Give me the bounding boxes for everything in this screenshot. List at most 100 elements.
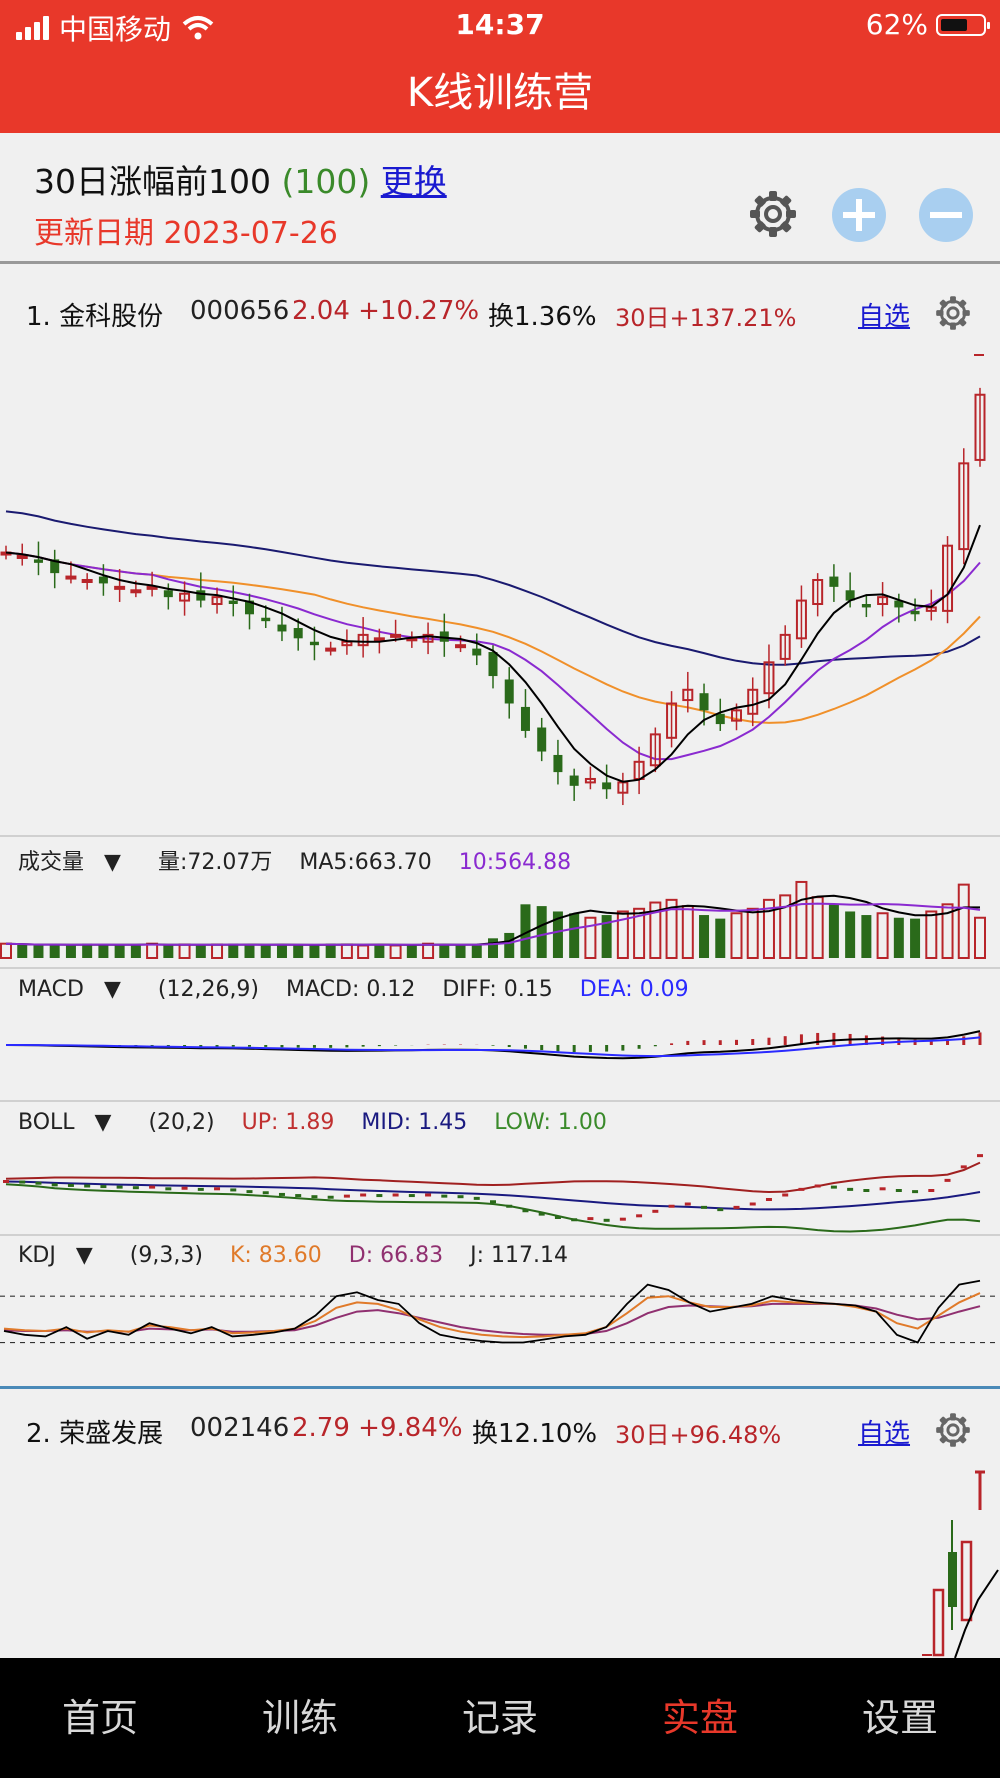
dea-value: DEA: 0.09 (579, 977, 689, 1002)
volume-bar (65, 945, 76, 958)
candle-body (228, 600, 238, 605)
candle-body (309, 641, 319, 646)
battery-label: 62% (865, 8, 928, 41)
status-left: 中国移动 (16, 8, 215, 48)
candle-body (373, 637, 385, 642)
macd-value: MACD: 0.12 (286, 977, 416, 1002)
zoom-out-button[interactable] (919, 188, 973, 242)
volume-bar (520, 904, 531, 958)
candle-body (812, 578, 824, 606)
pane-divider (0, 835, 1000, 837)
volume-bar (601, 915, 612, 958)
candle-body (894, 600, 904, 608)
volume-bar (163, 945, 174, 958)
volume-bar (146, 942, 159, 960)
volume-bar (681, 905, 694, 959)
candle-body (795, 599, 807, 640)
boll-mid: MID: 1.45 (361, 1110, 468, 1135)
candle-body (455, 644, 467, 649)
boll-pane-label[interactable]: BOLL ▼ (20,2) UP: 1.89 MID: 1.45 LOW: 1.0… (18, 1110, 627, 1135)
settings-gear-icon[interactable] (747, 188, 799, 240)
candle-body (861, 604, 871, 608)
volume-bar (228, 943, 239, 958)
stock-settings-icon[interactable] (934, 294, 972, 332)
volume-bar (504, 932, 515, 958)
volume-bar (795, 880, 808, 960)
candle-body (649, 733, 661, 767)
candle-body (715, 713, 725, 725)
volume-bar (422, 942, 435, 960)
status-time: 14:37 (455, 8, 545, 41)
candle-body (179, 592, 191, 602)
macd-chart (5, 1030, 982, 1060)
candle-body (829, 576, 839, 587)
candle-body (682, 688, 694, 702)
volume-bar (584, 916, 597, 959)
boll-up: UP: 1.89 (241, 1110, 335, 1135)
volume-bar (941, 903, 954, 959)
chevron-down-icon: ▼ (94, 1110, 112, 1135)
volume-bar (633, 907, 646, 959)
tab-home[interactable]: 首页 (61, 1696, 138, 1740)
volume-bar (33, 945, 44, 958)
macd-params: (12,26,9) (157, 977, 260, 1002)
kline-chart-2[interactable] (0, 1460, 1000, 1658)
carrier-label: 中国移动 (59, 13, 172, 46)
signal-icon (16, 16, 49, 40)
volume-bar (195, 945, 206, 958)
volume-bar (488, 938, 498, 958)
macd-pane-name: MACD (18, 977, 84, 1002)
boll-chart (3, 1154, 983, 1233)
candle-body (763, 661, 775, 695)
stock-separator (0, 1386, 1000, 1389)
add-favorite-link[interactable]: 自选 (858, 302, 911, 332)
stock-turnover: 换1.36% (488, 302, 597, 332)
candle-body (877, 596, 889, 606)
stock-row-2[interactable]: 2. 荣盛发展 002146 2.79 +9.84% 换12.10% 30日+9… (0, 1397, 1000, 1457)
kline-chart[interactable] (0, 345, 1000, 835)
change-list-link[interactable]: 更换 (380, 162, 447, 201)
volume-pane-label[interactable]: 成交量 ▼ 量:72.07万 MA5:663.70 10:564.88 (18, 844, 591, 876)
volume-pane-name: 成交量 (18, 850, 85, 875)
ma5-line (5, 524, 981, 783)
chevron-down-icon: ▼ (103, 977, 121, 1002)
candle (960, 1540, 973, 1622)
candle-body (146, 585, 158, 590)
volume-ma5: MA5:663.70 (299, 850, 432, 875)
candle-body (114, 585, 126, 590)
candle-body (196, 590, 206, 601)
tab-training[interactable]: 训练 (261, 1696, 338, 1740)
zoom-in-button[interactable] (832, 188, 886, 242)
pane-divider (0, 967, 1000, 969)
kdj-j: J: 117.14 (470, 1243, 568, 1268)
candle-body (422, 633, 434, 643)
bottom-tab-bar: 首页 训练 记录 实盘 设置 (0, 1658, 1000, 1778)
volume-bar (374, 944, 385, 958)
candle-body (245, 600, 254, 615)
stock-row-1[interactable]: 1. 金科股份 000656 2.04 +10.27% 换1.36% 30日+1… (0, 280, 1000, 340)
candle-body (472, 648, 482, 656)
candle-body (390, 633, 402, 638)
kdj-k: K: 83.60 (229, 1243, 322, 1268)
tab-live[interactable]: 实盘 (661, 1696, 738, 1740)
candle-body (602, 782, 612, 790)
volume-bar (715, 918, 726, 958)
add-favorite-link[interactable]: 自选 (858, 1419, 911, 1449)
boll-mid-line (5, 1180, 981, 1211)
kdj-pane-label[interactable]: KDJ ▼ (9,3,3) K: 83.60 D: 66.83 J: 117.14 (18, 1243, 588, 1268)
list-count: (100) (281, 162, 371, 201)
tab-records[interactable]: 记录 (461, 1696, 538, 1740)
volume-bar (665, 898, 678, 959)
status-right: 62% (865, 8, 990, 41)
ma30-line (5, 510, 981, 666)
tab-settings[interactable]: 设置 (861, 1696, 938, 1740)
boll-low: LOW: 1.00 (494, 1110, 607, 1135)
volume-bar (276, 944, 287, 958)
candle-body (261, 617, 271, 622)
macd-pane-label[interactable]: MACD ▼ (12,26,9) MACD: 0.12 DIFF: 0.15 DE… (18, 977, 709, 1002)
stock-turnover: 换12.10% (472, 1419, 598, 1449)
stock-settings-icon[interactable] (934, 1411, 972, 1449)
candle-body (537, 727, 547, 752)
volume-bar (616, 910, 629, 959)
kdj-j-line (3, 1279, 981, 1344)
